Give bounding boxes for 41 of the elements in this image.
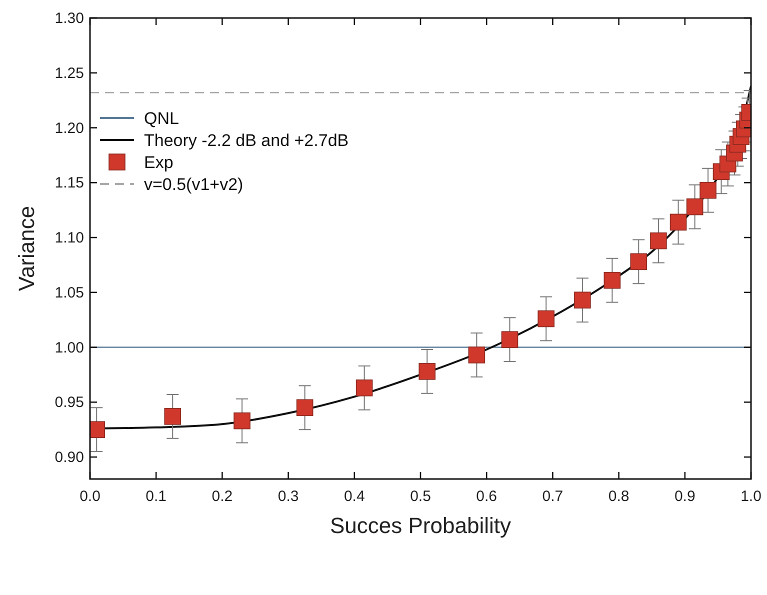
y-tick-label: 0.90 — [54, 449, 84, 466]
y-tick-label: 1.15 — [54, 174, 84, 192]
legend-label: Theory -2.2 dB and +2.7dB — [144, 131, 349, 150]
point — [356, 380, 373, 396]
point — [670, 214, 687, 231]
y-tick-label: 1.10 — [54, 230, 84, 247]
y-tick-label: 0.95 — [54, 394, 84, 412]
legend-label: QNL — [144, 109, 179, 128]
y-tick-label: 1.25 — [54, 64, 84, 82]
legend-label: Exp — [144, 153, 174, 172]
x-tick-label: 0.8 — [608, 488, 630, 505]
point — [296, 399, 314, 416]
y-tick-label: 1.30 — [54, 10, 84, 27]
point — [164, 408, 182, 425]
x-tick-label: 0.7 — [542, 488, 564, 505]
y-tick-label: 1.20 — [54, 120, 84, 137]
y-axis-title: Variance — [14, 206, 39, 292]
point — [501, 331, 518, 348]
x-tick-label: 0.5 — [410, 488, 431, 505]
x-tick-label: 0.6 — [476, 488, 498, 505]
point — [538, 310, 554, 328]
x-tick-label: 0.1 — [146, 488, 167, 505]
point — [418, 363, 436, 380]
point — [650, 232, 667, 250]
x-axis-title: Succes Probability — [330, 513, 511, 538]
x-tick-label: 0.3 — [278, 488, 299, 505]
point — [604, 272, 621, 289]
point — [468, 346, 486, 364]
y-tick-label: 1.05 — [54, 284, 84, 302]
x-tick-label: 0.0 — [80, 488, 100, 505]
legend-label: v=0.5(v1+v2) — [144, 175, 244, 194]
x-tick-label: 0.4 — [344, 488, 365, 505]
point — [700, 182, 716, 199]
point — [574, 292, 591, 308]
point — [630, 253, 648, 270]
y-tick-label: 1.00 — [54, 339, 84, 356]
x-tick-label: 0.2 — [212, 488, 233, 505]
x-tick-label: 1.0 — [740, 488, 762, 505]
x-tick-label: 0.9 — [674, 488, 696, 505]
point — [234, 412, 250, 430]
point — [686, 198, 704, 216]
